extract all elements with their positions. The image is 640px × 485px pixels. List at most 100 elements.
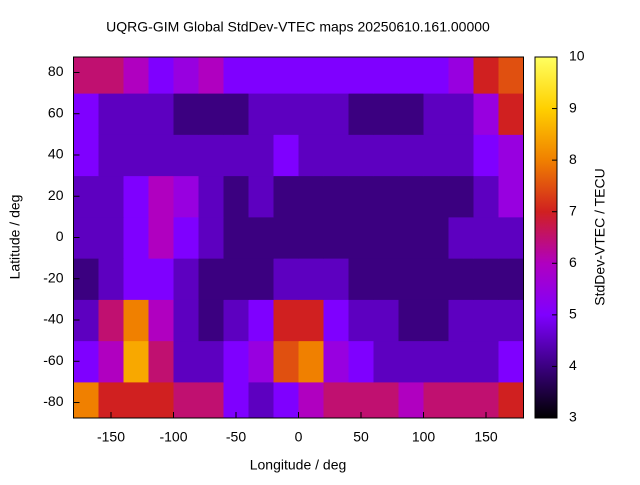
heat-cell	[173, 93, 199, 135]
colorbar-tick-label: 6	[569, 254, 577, 270]
heat-cell	[198, 381, 224, 419]
colorbar-label: StdDev-VTEC / TECU	[592, 168, 608, 305]
heat-cell	[148, 57, 174, 94]
y-tick-label: 40	[48, 146, 64, 162]
heat-cell	[448, 381, 474, 419]
heat-cell	[298, 134, 324, 177]
heat-cell	[248, 134, 274, 177]
heat-cell	[98, 340, 124, 383]
x-tick-label: 50	[353, 429, 369, 445]
heat-cell	[373, 381, 399, 419]
colorbar-tick-label: 3	[569, 409, 577, 425]
colorbar-tick-label: 4	[569, 357, 577, 373]
heat-cell	[248, 175, 274, 218]
heat-cell	[273, 340, 299, 383]
heat-cell	[248, 299, 274, 342]
heat-cell	[323, 381, 349, 419]
heat-cell	[323, 134, 349, 177]
heat-cell	[323, 93, 349, 135]
heat-cell	[348, 175, 374, 218]
heat-cell	[448, 216, 474, 259]
heat-cell	[223, 57, 249, 94]
heat-cell	[373, 340, 399, 383]
colorbar-tick-label: 8	[569, 151, 577, 167]
heat-cell	[248, 381, 274, 419]
heat-cell	[148, 299, 174, 342]
heat-cell	[148, 175, 174, 218]
y-tick-label: 0	[56, 228, 64, 244]
heat-cell	[373, 93, 399, 135]
heat-cell	[423, 93, 449, 135]
colorbar-tick-label: 7	[569, 202, 577, 218]
heat-cell	[323, 57, 349, 94]
x-tick-label: 150	[474, 429, 498, 445]
heat-cell	[223, 299, 249, 342]
heat-cell	[173, 175, 199, 218]
heat-cell	[498, 340, 524, 383]
heat-cell	[498, 258, 524, 300]
heat-cell	[148, 381, 174, 419]
heat-cell	[223, 340, 249, 383]
heat-cell	[498, 299, 524, 342]
heat-cell	[123, 340, 149, 383]
heat-cell	[423, 175, 449, 218]
y-tick-label: 80	[48, 63, 64, 79]
x-tick-label: -100	[159, 429, 187, 445]
heat-cell	[173, 57, 199, 94]
y-tick-label: -60	[43, 352, 63, 368]
heat-cell	[473, 57, 499, 94]
heat-cell	[98, 57, 124, 94]
x-tick-label: 0	[295, 429, 303, 445]
heat-cell	[198, 216, 224, 259]
heat-cell	[173, 258, 199, 300]
heat-cell	[223, 216, 249, 259]
heat-cell	[248, 216, 274, 259]
heat-cell	[123, 299, 149, 342]
x-axis-label: Longitude / deg	[250, 457, 347, 473]
heat-cell	[148, 340, 174, 383]
heat-cell	[273, 299, 299, 342]
heat-cell	[348, 57, 374, 94]
heat-cell	[448, 299, 474, 342]
heat-cell	[373, 299, 399, 342]
heat-cell	[298, 216, 324, 259]
heat-cell	[448, 57, 474, 94]
heat-cell	[323, 175, 349, 218]
colorbar	[534, 56, 558, 419]
heat-cell	[298, 299, 324, 342]
heat-cell	[98, 216, 124, 259]
heat-cell	[173, 216, 199, 259]
heat-cell	[398, 299, 424, 342]
heat-cell	[423, 57, 449, 94]
heat-cell	[398, 340, 424, 383]
x-tick-label: -150	[97, 429, 125, 445]
heat-cell	[473, 93, 499, 135]
heat-cell	[98, 134, 124, 177]
heat-cell	[498, 216, 524, 259]
heat-cell	[223, 134, 249, 177]
heat-cell	[498, 134, 524, 177]
heat-cell	[423, 299, 449, 342]
heat-cell	[473, 258, 499, 300]
heat-cell	[323, 258, 349, 300]
heat-cell	[398, 216, 424, 259]
heat-cell	[398, 134, 424, 177]
x-tick-label: -50	[226, 429, 246, 445]
heat-cell	[448, 340, 474, 383]
heat-cell	[198, 299, 224, 342]
heat-cell	[373, 134, 399, 177]
heat-cell	[248, 93, 274, 135]
heat-cell	[348, 93, 374, 135]
heat-cell	[298, 93, 324, 135]
heat-cell	[498, 57, 524, 94]
heat-cell	[273, 258, 299, 300]
heat-cell	[173, 299, 199, 342]
heat-cell	[348, 258, 374, 300]
heat-cell	[448, 258, 474, 300]
heat-cell	[423, 258, 449, 300]
colorbar-tick-label: 5	[569, 306, 577, 322]
heat-cell	[248, 258, 274, 300]
heat-cell	[473, 340, 499, 383]
heat-cell	[373, 57, 399, 94]
